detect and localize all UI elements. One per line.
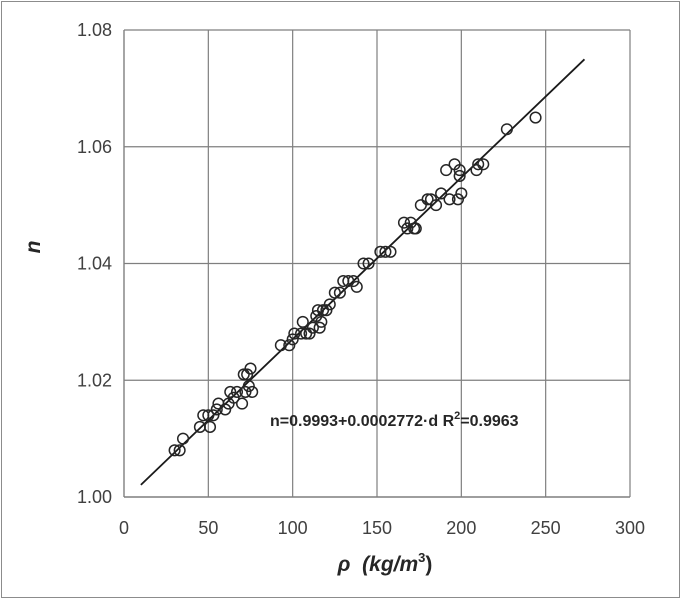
data-point xyxy=(230,385,244,398)
data-point xyxy=(323,298,336,311)
data-point xyxy=(244,362,257,375)
x-tick-label: 200 xyxy=(446,518,476,538)
data-point xyxy=(242,380,255,393)
data-point xyxy=(227,391,240,404)
data-point xyxy=(176,432,190,445)
data-point xyxy=(472,158,485,171)
data-point xyxy=(286,333,299,346)
data-points xyxy=(168,111,542,457)
x-tick-label: 150 xyxy=(362,518,392,538)
y-tick-label: 1.08 xyxy=(77,20,112,40)
data-point xyxy=(193,420,206,434)
data-point xyxy=(303,327,316,340)
data-point xyxy=(414,199,427,212)
x-axis-label-symbol: ρ xyxy=(337,553,351,576)
data-point xyxy=(421,193,434,206)
x-axis-label-units-sup: 3 xyxy=(418,550,425,565)
x-tick-label: 100 xyxy=(278,518,308,538)
data-point xyxy=(455,187,468,200)
x-tick-label: 250 xyxy=(531,518,561,538)
x-tick-label: 300 xyxy=(615,518,645,538)
data-point xyxy=(296,315,309,328)
data-point xyxy=(453,169,466,182)
data-point xyxy=(453,164,466,177)
regression-equation: n=0.9993+0.0002772·d R2=0.9963 xyxy=(270,410,519,430)
regression-equation-main: n=0.9993+0.0002772·d R xyxy=(270,413,455,430)
data-point xyxy=(288,327,301,340)
data-point xyxy=(239,385,252,398)
data-point xyxy=(315,315,328,328)
data-point xyxy=(328,286,341,299)
data-point xyxy=(207,409,220,422)
data-point xyxy=(529,111,542,124)
x-axis-label: ρ (kg/m3) xyxy=(337,550,433,576)
data-point xyxy=(435,187,448,200)
data-point xyxy=(313,321,326,334)
x-axis-label-units-open: (kg/m xyxy=(362,553,418,576)
data-point xyxy=(210,403,223,416)
data-point xyxy=(173,444,186,457)
data-point xyxy=(274,339,287,352)
data-point xyxy=(295,327,308,340)
data-point xyxy=(224,385,237,398)
data-point xyxy=(477,158,490,171)
data-point xyxy=(350,280,363,293)
y-tick-label: 1.06 xyxy=(77,137,112,157)
y-axis-label: n xyxy=(22,241,45,254)
x-tick-label: 0 xyxy=(119,518,129,538)
x-axis-label-units-close: ) xyxy=(425,553,432,576)
data-point xyxy=(443,193,456,206)
regression-equation-post: =0.9963 xyxy=(460,413,518,430)
data-point xyxy=(203,420,217,434)
data-point xyxy=(168,444,181,457)
data-point xyxy=(320,304,333,317)
x-tick-label: 50 xyxy=(198,518,218,538)
data-point xyxy=(202,409,215,422)
y-tick-label: 1.02 xyxy=(77,370,112,390)
data-point xyxy=(357,257,370,270)
data-point xyxy=(342,274,355,288)
data-point xyxy=(401,222,414,235)
data-point xyxy=(397,216,411,229)
data-point xyxy=(333,286,346,299)
data-point xyxy=(429,199,443,212)
data-point xyxy=(384,245,397,258)
data-point xyxy=(451,193,465,206)
regression-equation-sup: 2 xyxy=(454,410,460,422)
y-tick-label: 1.00 xyxy=(77,487,112,507)
data-point xyxy=(306,321,319,334)
data-point xyxy=(246,385,259,398)
data-point xyxy=(347,274,360,288)
data-point xyxy=(241,368,254,381)
data-point xyxy=(219,403,232,416)
data-point xyxy=(236,397,249,410)
y-tick-label: 1.04 xyxy=(77,254,112,274)
data-point xyxy=(311,304,325,317)
data-point xyxy=(283,339,296,352)
data-point xyxy=(362,257,375,270)
tick-labels: 0 50 100 150 200 250 300 1.00 1.02 1.04 1.06 1.08 xyxy=(77,20,645,538)
axes xyxy=(123,30,630,498)
data-point xyxy=(409,222,422,235)
data-point xyxy=(379,245,392,258)
data-point xyxy=(440,164,453,177)
data-point xyxy=(212,397,225,410)
data-point xyxy=(500,123,513,136)
